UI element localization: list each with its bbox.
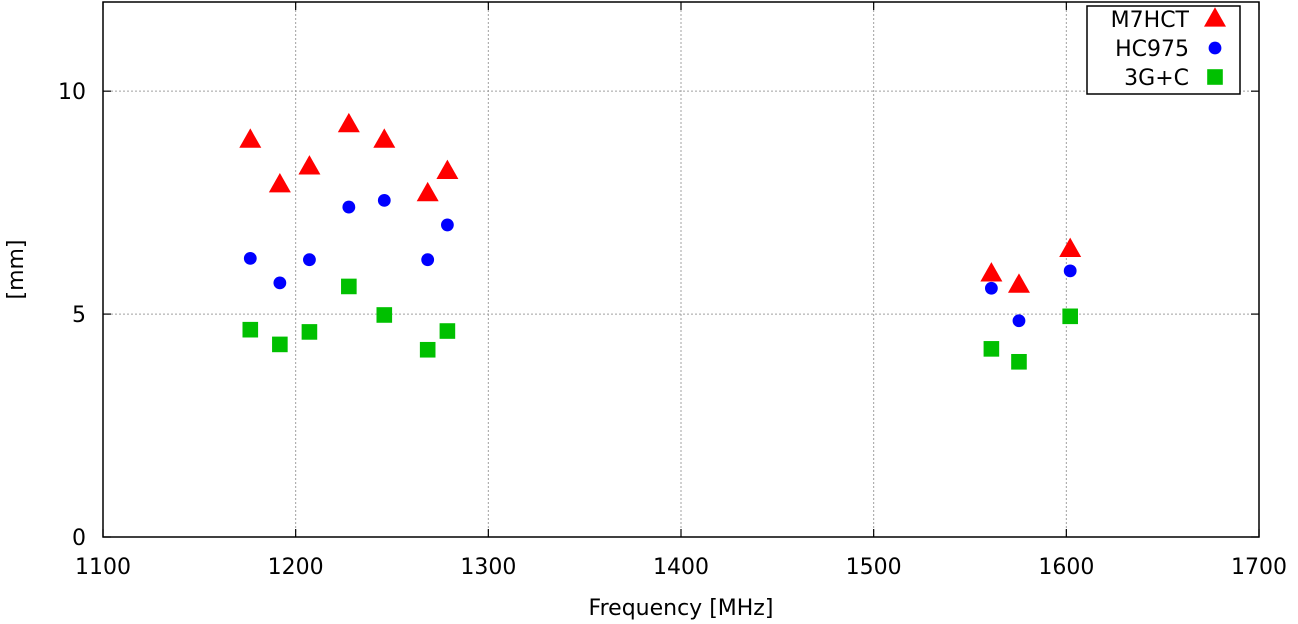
data-point-m7hct <box>980 262 1003 282</box>
x-tick-label: 1600 <box>1038 555 1094 580</box>
data-point-m7hct <box>337 112 360 133</box>
x-axis-title: Frequency [MHz] <box>589 596 774 621</box>
data-markers <box>239 112 1082 370</box>
data-point-m7hct <box>268 173 291 193</box>
y-tick-label: 10 <box>58 80 86 105</box>
legend-marker-hc975 <box>1208 41 1222 55</box>
data-point-3g-c <box>439 323 456 339</box>
data-point-m7hct <box>1059 237 1082 258</box>
data-point-m7hct <box>239 128 262 148</box>
data-point-m7hct <box>373 128 396 148</box>
series-m7hct <box>239 112 1082 293</box>
legend-marker-m7hct <box>1204 7 1226 27</box>
legend-label-hc975: HC975 <box>1115 37 1189 62</box>
x-tick-label: 1100 <box>75 555 131 580</box>
data-point-hc975 <box>377 193 391 207</box>
data-point-hc975 <box>984 281 998 295</box>
data-point-3g-c <box>983 341 1000 357</box>
data-point-m7hct <box>416 181 439 202</box>
data-point-3g-c <box>242 321 259 338</box>
data-point-3g-c <box>301 324 318 340</box>
data-point-m7hct <box>1007 273 1030 293</box>
data-point-hc975 <box>303 253 316 267</box>
legend-marker-3g-c <box>1207 69 1223 85</box>
x-tick-label: 1500 <box>846 555 902 580</box>
data-point-hc975 <box>1063 264 1077 278</box>
x-tick-label: 1400 <box>653 555 709 580</box>
data-point-hc975 <box>243 251 257 265</box>
x-tick-label: 1700 <box>1231 555 1287 580</box>
data-point-3g-c <box>376 307 393 323</box>
y-tick-label: 0 <box>72 526 86 551</box>
series-3g-c <box>242 278 1078 370</box>
data-point-hc975 <box>273 276 287 290</box>
legend-label-3g-c: 3G+C <box>1124 66 1189 91</box>
grid <box>103 2 1259 537</box>
y-tick-label: 5 <box>72 303 86 328</box>
data-point-hc975 <box>342 200 356 214</box>
data-point-3g-c <box>1011 353 1027 370</box>
data-point-m7hct <box>436 159 459 180</box>
data-point-3g-c <box>272 336 288 353</box>
data-point-hc975 <box>421 253 435 267</box>
data-point-hc975 <box>440 218 454 232</box>
data-point-3g-c <box>419 341 436 358</box>
x-tick-label: 1300 <box>460 555 516 580</box>
data-point-hc975 <box>1012 314 1026 328</box>
data-point-3g-c <box>341 278 357 295</box>
x-tick-label: 1200 <box>268 555 324 580</box>
y-axis-title: [mm] <box>4 239 29 299</box>
legend-label-m7hct: M7HCT <box>1111 8 1190 33</box>
data-point-m7hct <box>298 155 321 175</box>
data-point-3g-c <box>1062 308 1078 325</box>
series-hc975 <box>243 193 1077 328</box>
axis-ticks: 1100 1200 1300 1400 1500 1600 1700 0 5 10 <box>58 2 1287 580</box>
legend: M7HCT HC975 3G+C <box>1086 5 1241 95</box>
